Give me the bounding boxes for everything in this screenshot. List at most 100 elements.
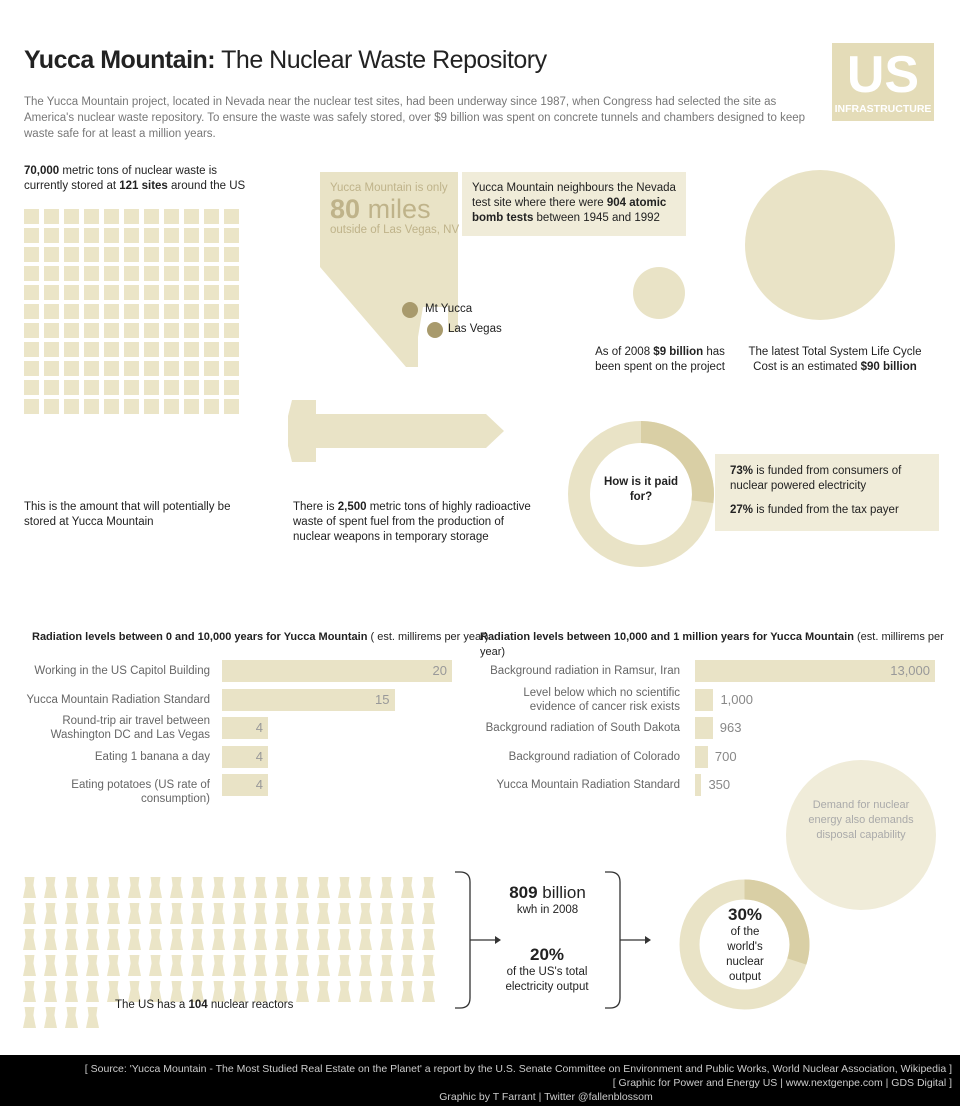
- bar: [695, 688, 714, 711]
- reactor-icon: [107, 955, 120, 976]
- waste-site-square: [64, 285, 79, 300]
- waste-site-square: [144, 285, 159, 300]
- reactors-caption: The US has a 104 nuclear reactors: [115, 999, 294, 1011]
- reactor-icon: [170, 981, 183, 1002]
- bomb-tests-box: Yucca Mountain neighbours the Nevada tes…: [462, 172, 686, 236]
- donut-highlight-segment: [640, 421, 714, 504]
- waste-site-square: [204, 342, 219, 357]
- reactor-icon: [170, 955, 183, 976]
- waste-site-square: [184, 228, 199, 243]
- waste-site-square: [164, 342, 179, 357]
- waste-site-square: [164, 304, 179, 319]
- waste-site-square: [144, 228, 159, 243]
- reactor-icon: [212, 955, 225, 976]
- waste-caption: This is the amount that will potentially…: [24, 501, 231, 528]
- bar-value: 1,000: [720, 691, 753, 707]
- waste-site-square: [124, 399, 139, 414]
- waste-site-square: [224, 228, 239, 243]
- radiation-chart-short-term: Working in the US Capitol Building 20 Yucc…: [0, 660, 470, 805]
- reactor-icon: [128, 903, 141, 924]
- waste-site-square: [64, 323, 79, 338]
- reactor-icon: [128, 929, 141, 950]
- waste-site-square: [144, 266, 159, 281]
- waste-site-square: [44, 228, 59, 243]
- reactor-icon: [170, 929, 183, 950]
- reactor-icon: [359, 903, 372, 924]
- reactor-icon: [44, 929, 57, 950]
- reactor-icon: [317, 877, 330, 898]
- reactor-icon: [86, 981, 99, 1002]
- waste-site-square: [104, 266, 119, 281]
- bar: [222, 745, 268, 768]
- waste-site-square: [24, 247, 39, 262]
- bar: [695, 774, 702, 796]
- funding-box: 73% is funded from consumers of nuclear …: [715, 454, 939, 531]
- waste-site-square: [104, 228, 119, 243]
- radiation-chart-long-term: Background radiation in Ramsur, Iran 13,0…: [470, 660, 960, 800]
- chart2-title: Radiation levels between 10,000 and 1 mi…: [480, 631, 944, 658]
- reactor-icon: [338, 981, 351, 1002]
- reactor-icon: [359, 929, 372, 950]
- reactor-icon: [191, 929, 204, 950]
- bar-value: 350: [708, 777, 731, 792]
- reactor-icon: [338, 877, 351, 898]
- reactor-icon: [338, 929, 351, 950]
- waste-site-square: [184, 304, 199, 319]
- reactor-icon: [233, 981, 246, 1002]
- waste-site-square: [184, 380, 199, 395]
- waste-site-square: [24, 323, 39, 338]
- waste-site-square: [204, 209, 219, 224]
- kwh-stat: 809 billion kwh in 2008: [509, 883, 586, 916]
- reactor-icon: [380, 955, 393, 976]
- waste-site-square: [224, 304, 239, 319]
- distance-callout: Yucca Mountain is only 80 miles outside …: [330, 182, 460, 236]
- waste-site-square: [64, 380, 79, 395]
- reactor-icon: [380, 981, 393, 1002]
- waste-site-square: [104, 342, 119, 357]
- waste-site-square: [124, 209, 139, 224]
- waste-site-square: [24, 380, 39, 395]
- reactor-icon: [44, 1007, 57, 1028]
- reactor-icon: [65, 929, 78, 950]
- reactor-icon: [401, 955, 414, 976]
- waste-site-square: [104, 304, 119, 319]
- waste-site-square: [24, 266, 39, 281]
- reactor-icon: [170, 877, 183, 898]
- waste-site-square: [184, 361, 199, 376]
- reactor-icon: [380, 903, 393, 924]
- waste-site-square: [124, 361, 139, 376]
- waste-site-square: [124, 323, 139, 338]
- reactor-icon: [317, 981, 330, 1002]
- reactor-icon: [401, 903, 414, 924]
- bar-value: 4: [255, 777, 263, 792]
- bar: [222, 688, 395, 711]
- reactor-icon: [317, 903, 330, 924]
- waste-site-square: [184, 285, 199, 300]
- reactor-icon: [212, 877, 225, 898]
- reactor-icon: [296, 903, 309, 924]
- reactor-icon: [380, 877, 393, 898]
- reactor-icon: [275, 903, 288, 924]
- reactor-icon: [317, 955, 330, 976]
- reactor-icon: [212, 981, 225, 1002]
- waste-site-square: [44, 342, 59, 357]
- reactor-icon: [191, 877, 204, 898]
- reactor-icon: [296, 929, 309, 950]
- waste-site-square: [224, 342, 239, 357]
- bar-label: Eating potatoes (US rate of consumption): [71, 779, 210, 805]
- bomb-shape: [288, 400, 504, 462]
- bar-label: Background radiation in Ramsur, Iran: [490, 665, 680, 677]
- waste-site-square: [164, 209, 179, 224]
- reactor-icon: [275, 929, 288, 950]
- waste-site-square: [24, 304, 39, 319]
- reactor-icon: [212, 929, 225, 950]
- waste-site-square: [204, 247, 219, 262]
- reactor-icon: [233, 903, 246, 924]
- demand-circle: Demand for nuclear energy also demands d…: [786, 760, 936, 910]
- waste-site-square: [224, 323, 239, 338]
- waste-site-square: [144, 323, 159, 338]
- waste-site-square: [84, 285, 99, 300]
- reactor-icon: [149, 877, 162, 898]
- reactor-icon: [107, 981, 120, 1002]
- waste-site-square: [104, 399, 119, 414]
